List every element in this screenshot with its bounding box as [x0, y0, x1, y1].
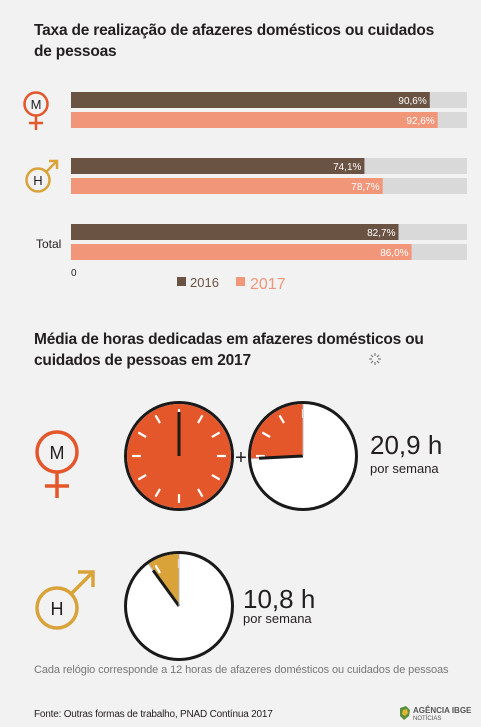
- legend-swatch-2017: [236, 277, 245, 286]
- clock-infographic: M H +: [35, 401, 358, 661]
- woman-label: M: [50, 443, 65, 463]
- group-label-women: M: [31, 97, 42, 112]
- logo-subtitle: NOTÍCIAS: [413, 716, 442, 722]
- bar-value-label: 74,1%: [333, 162, 361, 173]
- bar-2016-Total: [71, 224, 399, 240]
- female-symbol-icon: [35, 430, 79, 498]
- source-note: Fonte: Outras formas de trabalho, PNAD C…: [34, 709, 273, 720]
- woman-hours: 20,9 h: [370, 430, 443, 460]
- bar-2016-M: [71, 92, 430, 108]
- bar-2017-M: [71, 112, 438, 128]
- legend-label-2017: 2017: [250, 276, 286, 293]
- man-label: H: [51, 599, 64, 619]
- bar-2017-Total: [71, 244, 412, 260]
- chart-title: Taxa de realização de afazeres doméstico…: [34, 22, 435, 60]
- bar-value-label: 78,7%: [351, 182, 379, 193]
- bar-chart: M H Total 90,6% 92,6% 74,1% 78,7% 82,7% 86,0%…: [23, 91, 467, 293]
- section-title: Média de horas dedicadas em afazeres dom…: [34, 331, 424, 369]
- woman-hours-unit: por semana: [370, 461, 439, 476]
- man-hours-unit: por semana: [243, 611, 312, 626]
- loading-spinner-icon: [369, 353, 381, 365]
- x-axis-zero-label: 0: [71, 268, 77, 279]
- group-label-men: H: [33, 173, 42, 188]
- footnote: Cada relógio corresponde a 12 horas de a…: [34, 664, 449, 676]
- group-label-total: Total: [36, 237, 61, 251]
- clock-icon: [124, 401, 234, 511]
- man-hours: 10,8 h: [243, 584, 316, 614]
- logo-title: AGÊNCIA IBGE: [413, 706, 472, 715]
- male-symbol-icon: [25, 159, 59, 193]
- ibge-logo-icon: [400, 706, 410, 720]
- male-symbol-icon: [35, 570, 95, 630]
- clock-icon: [124, 551, 234, 661]
- legend-label-2016: 2016: [190, 275, 219, 290]
- bar-value-label: 90,6%: [398, 96, 426, 107]
- plus-sign: +: [235, 447, 247, 469]
- bar-value-label: 86,0%: [380, 248, 408, 259]
- legend-swatch-2016: [177, 277, 186, 286]
- female-symbol-icon: [23, 91, 49, 130]
- bar-2016-H: [71, 158, 365, 174]
- bar-2017-H: [71, 178, 383, 194]
- clock-icon: [248, 401, 358, 511]
- bar-value-label: 82,7%: [367, 228, 395, 239]
- bar-value-label: 92,6%: [406, 116, 434, 127]
